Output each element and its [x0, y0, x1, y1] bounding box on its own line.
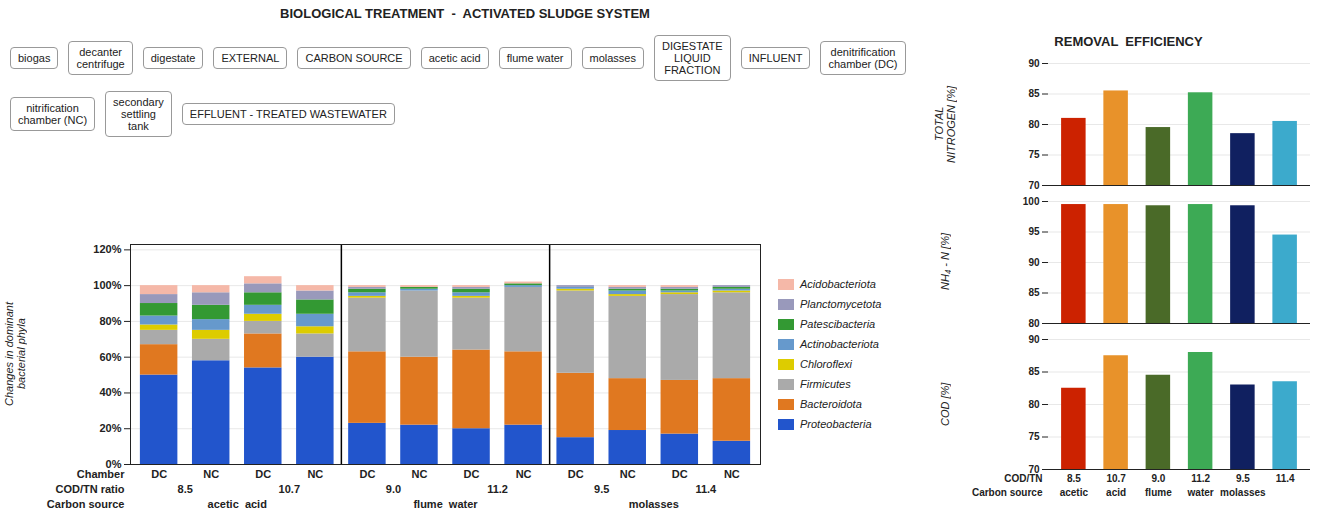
html-text:Chloroflexi: Chloroflexi	[800, 358, 852, 370]
svg-text:flume water: flume water	[413, 498, 478, 510]
svg-text:COD/TN ratio: COD/TN ratio	[55, 483, 124, 495]
svg-text:0%: 0%	[105, 458, 122, 470]
svg-text:80%: 80%	[99, 315, 121, 327]
html-text:Changes in dominant bacterial: Changes in dominant bacterial phyla	[3, 302, 27, 406]
html-text:EXTERNAL: EXTERNAL	[221, 52, 280, 64]
svg-text:9.0: 9.0	[386, 483, 401, 495]
svg-text:85: 85	[1028, 287, 1040, 298]
svg-text:NC: NC	[203, 468, 219, 480]
svg-text:DC: DC	[255, 468, 271, 480]
svg-text:acetic: acetic	[1060, 487, 1089, 498]
html-text:flume water: flume water	[506, 52, 564, 64]
svg-text:NC: NC	[516, 468, 532, 480]
html-text:Planctomycetota: Planctomycetota	[800, 298, 882, 310]
html-text:acetic acid: acetic acid	[428, 52, 481, 64]
svg-text:8.5: 8.5	[178, 483, 193, 495]
svg-text:75: 75	[1028, 149, 1040, 160]
svg-text:11.4: 11.4	[695, 483, 717, 495]
svg-text:acid: acid	[1106, 487, 1126, 498]
svg-text:85: 85	[1028, 88, 1040, 99]
svg-text:NC: NC	[724, 468, 740, 480]
svg-text:95: 95	[1028, 226, 1040, 237]
svg-text:water: water	[1187, 487, 1214, 498]
html-text:REMOVAL EFFICIENCY: REMOVAL EFFICIENCY	[1054, 34, 1203, 49]
svg-text:11.2: 11.2	[487, 483, 508, 495]
html-text:molasses: molasses	[589, 52, 636, 64]
svg-text:8.5: 8.5	[1067, 473, 1081, 484]
html-text:Actinobacteriota: Actinobacteriota	[800, 338, 879, 350]
svg-text:flume: flume	[1145, 487, 1172, 498]
svg-text:NC: NC	[620, 468, 636, 480]
svg-text:10.7: 10.7	[1106, 473, 1126, 484]
svg-text:11.2: 11.2	[1191, 473, 1210, 484]
html-text:Patescibacteria: Patescibacteria	[800, 318, 876, 330]
svg-text:85: 85	[1028, 366, 1040, 377]
svg-text:acetic acid: acetic acid	[208, 498, 267, 510]
svg-text:90: 90	[1028, 58, 1040, 69]
svg-text:NC: NC	[412, 468, 428, 480]
html-text:EFFLUENT - TREATED WASTEWATER: EFFLUENT - TREATED WASTEWATER	[189, 108, 387, 120]
html-text:TOTAL NITROGEN [%]: TOTAL NITROGEN [%]	[933, 85, 957, 163]
html-text:Proteobacteria: Proteobacteria	[800, 418, 872, 430]
svg-text:DC: DC	[464, 468, 480, 480]
svg-text:Chamber: Chamber	[77, 468, 125, 480]
svg-text:75: 75	[1028, 431, 1040, 442]
svg-text:9.5: 9.5	[594, 483, 609, 495]
html-text:Bacteroidota: Bacteroidota	[800, 398, 862, 410]
svg-text:40%: 40%	[99, 386, 121, 398]
svg-text:DC: DC	[672, 468, 688, 480]
svg-text:9.5: 9.5	[1236, 473, 1250, 484]
svg-text:10.7: 10.7	[279, 483, 300, 495]
svg-text:80: 80	[1028, 399, 1040, 410]
svg-text:Carbon source: Carbon source	[972, 487, 1043, 498]
svg-text:80: 80	[1028, 318, 1040, 329]
html-text:denitrification chamber (DC): denitrification chamber (DC)	[828, 46, 898, 70]
svg-text:COD/TN: COD/TN	[1004, 473, 1042, 484]
html-text:INFLUENT: INFLUENT	[748, 52, 803, 64]
svg-text:90: 90	[1028, 334, 1040, 345]
html-text:decanter centrifuge: decanter centrifuge	[76, 46, 125, 70]
html-text:Acidobacteriota: Acidobacteriota	[800, 278, 876, 290]
html-text:COD [%]: COD [%]	[939, 382, 951, 426]
svg-text:NC: NC	[307, 468, 323, 480]
svg-text:70: 70	[1028, 180, 1040, 191]
html-text:biogas: biogas	[18, 52, 51, 64]
svg-text:molasses: molasses	[629, 498, 679, 510]
html-text:nitrification chamber (NC): nitrification chamber (NC)	[18, 102, 88, 126]
svg-text:70: 70	[1028, 463, 1040, 475]
svg-text:100%: 100%	[93, 279, 121, 291]
svg-text:DC: DC	[151, 468, 167, 480]
svg-text:DC: DC	[359, 468, 375, 480]
html-text:CARBON SOURCE: CARBON SOURCE	[305, 52, 403, 64]
svg-text:60%: 60%	[99, 351, 121, 363]
html-text:NH₄ - N [%]: NH₄ - N [%]	[939, 233, 951, 291]
html-text:secondary settling tank: secondary settling tank	[113, 96, 164, 132]
svg-text:molasses: molasses	[1220, 487, 1266, 498]
svg-text:11.4: 11.4	[1276, 473, 1295, 484]
svg-text:120%: 120%	[93, 243, 121, 255]
svg-text:80: 80	[1028, 119, 1040, 130]
svg-text:DC: DC	[568, 468, 584, 480]
html-text:BIOLOGICAL TREATMENT - ACTIVAT: BIOLOGICAL TREATMENT - ACTIVATED SLUDGE …	[280, 6, 650, 21]
html-text:digestate: digestate	[150, 52, 196, 64]
svg-text:100: 100	[1023, 196, 1040, 207]
svg-text:20%: 20%	[99, 422, 121, 434]
svg-text:90: 90	[1028, 257, 1040, 268]
html-text:DIGESTATE LIQUID FRACTION: DIGESTATE LIQUID FRACTION	[662, 40, 723, 76]
svg-text:Carbon source: Carbon source	[47, 498, 125, 510]
html-text:Firmicutes: Firmicutes	[800, 378, 851, 390]
svg-text:9.0: 9.0	[1151, 473, 1165, 484]
